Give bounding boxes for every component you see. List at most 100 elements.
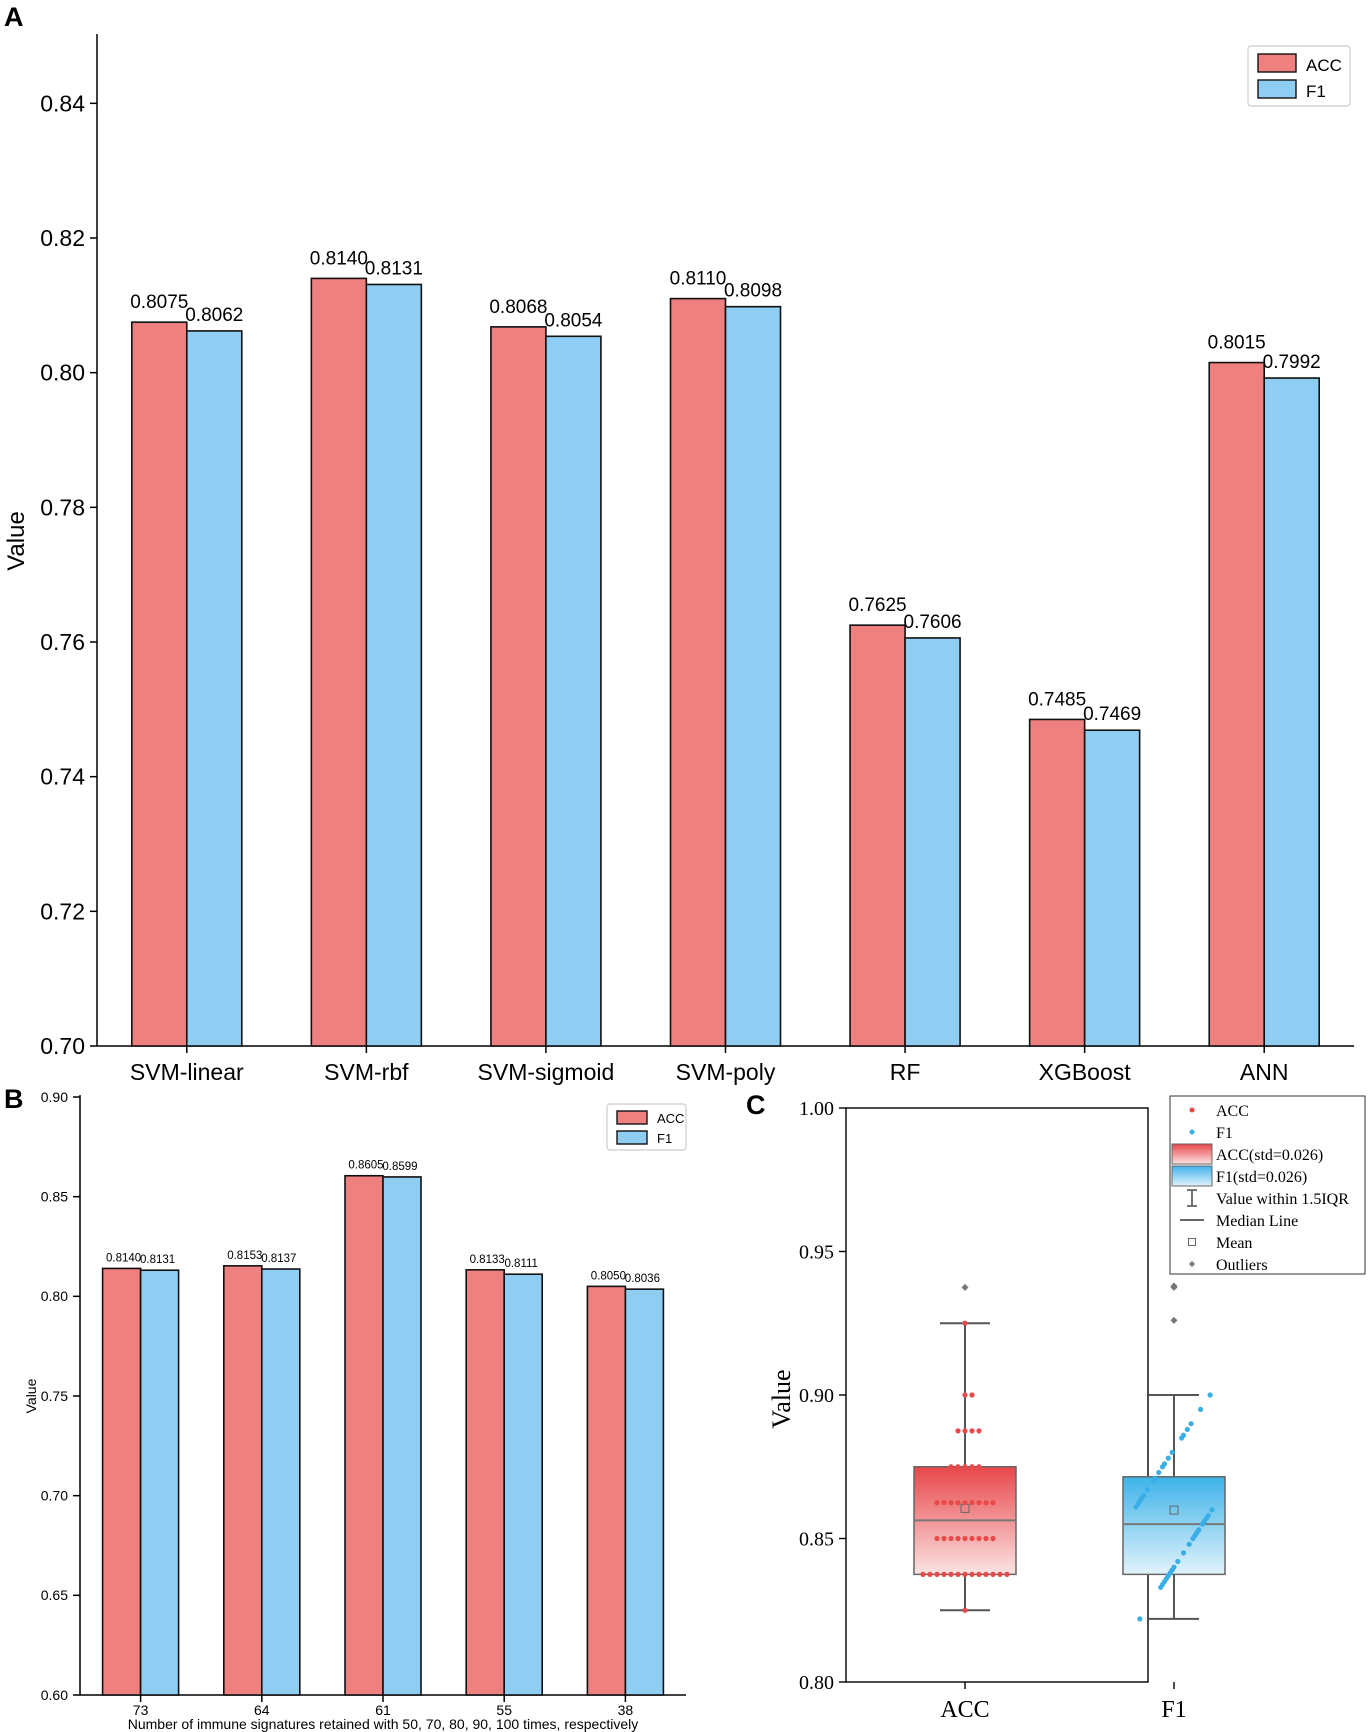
data-point-f1 — [1169, 1449, 1175, 1455]
bar-acc — [1208, 361, 1266, 1047]
legend-label: Median Line — [1216, 1213, 1298, 1230]
data-point-acc — [927, 1571, 933, 1577]
data-label: 0.8137 — [261, 1253, 296, 1265]
legend-label: F1 — [1306, 82, 1326, 101]
y-tick-label: 0.75 — [41, 1388, 68, 1404]
outlier-marker — [961, 1283, 969, 1291]
data-label: 0.8131 — [140, 1254, 175, 1266]
y-axis-title: Value — [3, 511, 30, 571]
legend: ACC F1 — [1247, 45, 1351, 107]
y-tick-label: 0.80 — [799, 1672, 834, 1694]
x-tick-label: 73 — [133, 1702, 149, 1718]
data-point-acc — [941, 1535, 947, 1542]
plot-frame — [845, 1107, 1149, 1683]
data-label: 0.8054 — [544, 310, 603, 331]
legend-swatch-f1 — [1257, 79, 1297, 99]
y-tick-label: 0.90 — [41, 1089, 68, 1105]
data-point-f1 — [1198, 1406, 1204, 1412]
bar-f1 — [260, 1268, 301, 1696]
data-point-f1 — [1207, 1392, 1213, 1398]
data-point-acc — [948, 1464, 954, 1470]
data-label: 0.8153 — [227, 1250, 262, 1262]
x-axis-title: Number of immune signatures retained wit… — [128, 1716, 638, 1732]
data-label: 0.8140 — [310, 248, 368, 269]
x-tick-label: SVM-rbf — [324, 1059, 409, 1085]
data-point-acc — [962, 1428, 968, 1434]
x-tick-label: F1 — [1161, 1697, 1186, 1723]
data-label: 0.8062 — [185, 305, 243, 326]
legend-label: F1 — [1216, 1125, 1233, 1142]
panel-C: C 0.80 0.85 0.90 0.95 1.00 Value ACC F1 ACC F1 ACC(… — [746, 1090, 1366, 1723]
legend-label: ACC — [1306, 56, 1342, 75]
data-point-acc — [948, 1500, 954, 1506]
data-point-acc — [990, 1500, 996, 1506]
data-point-f1 — [1171, 1564, 1177, 1570]
x-tick-label: 38 — [618, 1702, 634, 1718]
data-point-acc — [969, 1500, 975, 1506]
legend-label: Outliers — [1216, 1257, 1268, 1274]
bar-f1 — [139, 1269, 180, 1696]
data-point-acc — [969, 1571, 975, 1577]
data-label: 0.8036 — [625, 1273, 660, 1285]
y-tick-label: 0.82 — [40, 225, 85, 251]
bar-f1 — [724, 305, 782, 1047]
panel-label: C — [746, 1090, 766, 1120]
data-label: 0.7625 — [849, 595, 907, 616]
x-tick-label: SVM-linear — [130, 1059, 244, 1085]
y-tick-label: 0.85 — [799, 1529, 834, 1551]
data-point-acc — [955, 1571, 961, 1577]
legend-label: F1(std=0.026) — [1216, 1169, 1307, 1186]
legend-acc-swatch — [1171, 1143, 1213, 1165]
data-point-acc — [962, 1571, 968, 1577]
data-point-f1 — [1175, 1558, 1181, 1565]
legend: ACC F1 — [606, 1103, 687, 1151]
data-point-f1 — [1156, 1469, 1162, 1476]
bar-acc — [1028, 718, 1086, 1047]
data-label: 0.8140 — [106, 1252, 141, 1264]
y-tick-label: 0.65 — [41, 1587, 68, 1603]
data-point-acc — [976, 1500, 982, 1506]
data-point-f1 — [1161, 1461, 1168, 1467]
y-tick-label: 0.60 — [41, 1687, 68, 1703]
box-f1 — [1122, 1476, 1226, 1576]
legend-label: ACC(std=0.026) — [1216, 1147, 1323, 1164]
bar-acc — [465, 1269, 506, 1696]
legend: ACC F1 ACC(std=0.026) F1(std=0.026) Value wi… — [1169, 1095, 1366, 1275]
y-axis-title: Value — [23, 1378, 39, 1413]
data-point-acc — [976, 1428, 982, 1434]
bar-acc — [490, 326, 547, 1047]
y-tick-label: 0.95 — [799, 1242, 834, 1264]
data-point-acc — [962, 1607, 968, 1613]
legend-swatch-f1 — [616, 1130, 648, 1145]
x-tick-label: 64 — [254, 1702, 270, 1718]
data-point-acc — [955, 1428, 961, 1434]
x-tick-label: 61 — [375, 1702, 391, 1718]
data-point-acc — [955, 1500, 961, 1506]
y-tick-label: 0.70 — [40, 1033, 85, 1059]
x-tick-label: ACC — [940, 1697, 989, 1723]
panel-label: B — [4, 1084, 24, 1114]
data-point-acc — [948, 1535, 954, 1542]
x-tick-label: RF — [890, 1059, 921, 1085]
y-axis-title: Value — [767, 1369, 796, 1428]
data-point-f1 — [1152, 1475, 1158, 1481]
y-tick-label: 0.90 — [799, 1385, 834, 1407]
data-point-acc — [955, 1535, 961, 1542]
legend-mean-icon — [1188, 1238, 1196, 1246]
data-point-f1 — [1186, 1541, 1192, 1547]
legend-swatch-acc — [616, 1110, 648, 1125]
bar-acc — [130, 321, 188, 1047]
data-point-acc — [969, 1535, 975, 1542]
data-point-acc — [962, 1320, 968, 1326]
data-label: 0.8133 — [470, 1254, 505, 1266]
data-point-acc — [955, 1464, 961, 1470]
y-tick-label: 1.00 — [799, 1098, 834, 1120]
data-point-acc — [962, 1500, 968, 1506]
data-point-acc — [997, 1571, 1003, 1577]
legend-outlier-icon — [1189, 1261, 1195, 1267]
data-label: 0.7606 — [904, 612, 962, 633]
mean-marker — [1169, 1505, 1179, 1515]
y-tick-label: 0.80 — [41, 1288, 68, 1304]
data-point-acc — [1004, 1571, 1010, 1577]
